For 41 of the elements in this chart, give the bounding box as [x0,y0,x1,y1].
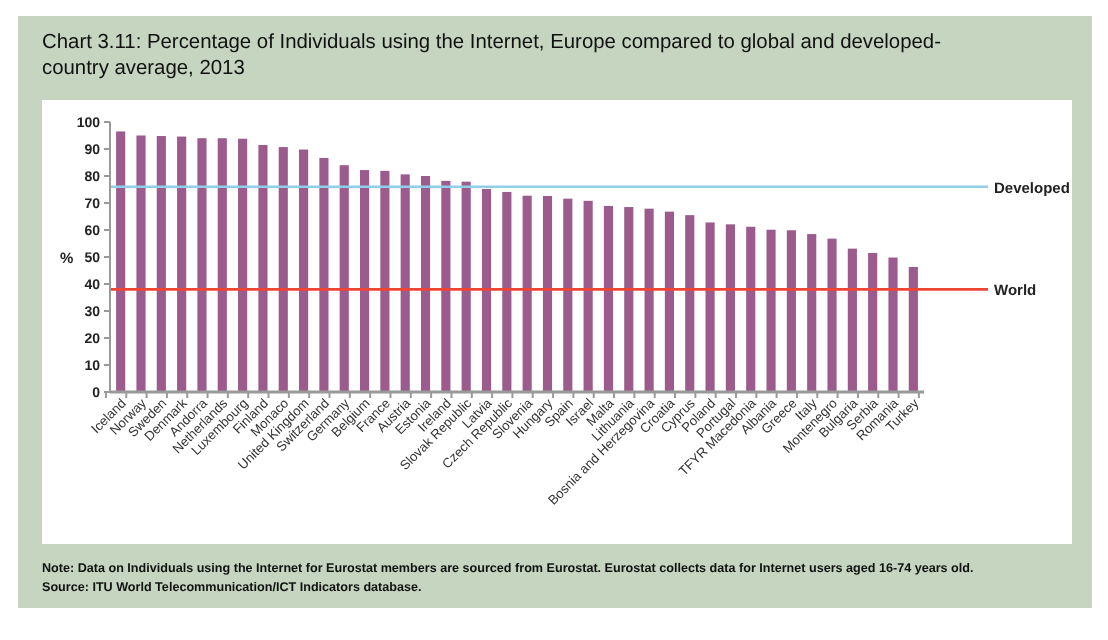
bar [339,165,349,392]
bar [786,230,796,392]
bar [664,211,675,392]
bar [156,136,166,392]
bar [868,252,878,392]
bar [359,170,370,392]
bar [583,200,593,392]
chart-title: Chart 3.11: Percentage of Individuals using the Internet, Europe compared to global and developed-country average, 2013 [42,32,941,80]
bar [136,135,146,392]
bar [827,238,837,392]
bar [522,195,532,392]
bar [481,188,492,392]
bar [278,147,288,392]
bar [746,226,756,392]
bar [461,181,471,392]
bar [563,198,573,392]
bar [847,248,857,392]
bar [766,229,776,392]
bar [420,176,431,392]
bar [644,208,654,392]
bar [238,138,248,392]
bar [299,149,309,392]
bar [807,234,817,392]
bar [705,222,715,392]
bar [116,131,126,392]
bar [685,215,695,392]
bar [177,136,187,392]
bar [441,180,451,392]
bar [908,266,918,392]
bar [380,170,390,392]
bar [258,144,268,392]
bar [888,257,898,392]
bar [603,205,614,392]
bar [217,138,227,392]
bar [542,195,553,392]
bar [624,207,634,392]
bar [319,157,329,392]
bar [197,138,207,392]
bar [400,174,410,392]
bar [502,191,512,392]
bar [725,224,735,392]
